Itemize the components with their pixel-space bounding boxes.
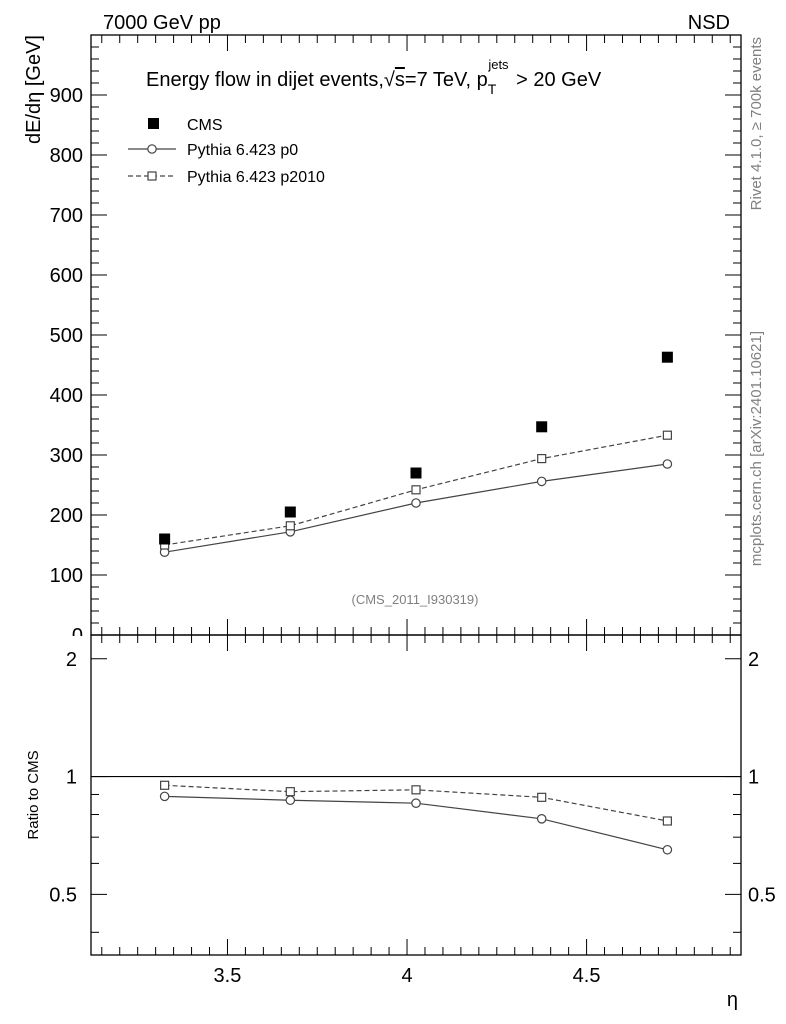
legend-label-p0: Pythia 6.423 p0	[187, 142, 298, 159]
ratio-y-axis-label: Ratio to CMS	[25, 750, 42, 839]
main-axis-ticks: 1002003004005006007008009000	[40, 34, 741, 656]
ratio-pythia-p0-point	[285, 795, 296, 806]
main-y-tick-label: 600	[50, 265, 83, 287]
ratio-pythia-p2010-point	[285, 787, 295, 797]
ratio-pythia-p0-point	[536, 813, 547, 824]
main-pythia-p2010-point	[537, 454, 547, 464]
main-cms-point	[410, 467, 422, 479]
ratio-y-tick-label-right: 0.5	[748, 884, 776, 906]
main-cms-point	[284, 506, 296, 518]
legend-label-p2010: Pythia 6.423 p2010	[187, 169, 325, 186]
ratio-x-tick-label: 3.5	[214, 965, 242, 987]
title-sqrt-symbol: √	[384, 69, 395, 91]
legend-marker-p2010	[147, 171, 157, 181]
main-cms-point	[159, 533, 171, 545]
ratio-pythia-p0-point	[662, 844, 673, 855]
main-pythia-p2010-point	[662, 430, 672, 440]
legend-label-cms: CMS	[187, 117, 223, 134]
main-y-tick-label: 500	[50, 325, 83, 347]
ratio-pythia-p0-point	[159, 791, 170, 802]
analysis-id: (CMS_2011_I930319)	[352, 592, 479, 607]
ratio-x-tick-label: 4	[401, 965, 412, 987]
main-y-tick-label: 900	[50, 85, 83, 107]
mcplots-credit-text: mcplots.cern.ch [arXiv:2401.10621]	[748, 331, 765, 566]
legend: CMS Pythia 6.423 p0 Pythia 6.423 p2010	[128, 117, 325, 186]
main-y-tick-label: 800	[50, 145, 83, 167]
ratio-y-tick-label-right: 2	[748, 649, 759, 671]
main-y-tick-label: 300	[50, 445, 83, 467]
zero-label-clip	[40, 636, 90, 656]
ratio-series-layer	[159, 780, 673, 855]
main-cms-point	[536, 421, 548, 433]
ratio-y-tick-label-left: 2	[66, 649, 77, 671]
title-sub: T	[488, 81, 497, 97]
main-series-layer	[159, 351, 673, 557]
title-cut: > 20 GeV	[511, 69, 602, 91]
ratio-pythia-p2010-point	[411, 785, 421, 795]
ratio-y-tick-label-right: 1	[748, 767, 759, 789]
title-sup: jets	[487, 57, 509, 72]
main-y-tick-label: 200	[50, 505, 83, 527]
ratio-y-tick-label-left: 0.5	[49, 884, 77, 906]
legend-marker-cms	[148, 118, 159, 129]
rivet-version-text: Rivet 4.1.0, ≥ 700k events	[748, 37, 765, 210]
header-right: NSD	[688, 12, 730, 34]
title-sqrt-arg: s	[395, 69, 405, 91]
ratio-pythia-p0-point	[411, 798, 421, 808]
main-pythia-p2010-point	[411, 485, 421, 495]
ratio-axis-ticks: 3.5 4 4.5 0.5 0.5 1 1 2 2	[49, 635, 776, 987]
ratio-pythia-p2010-point	[662, 816, 672, 826]
main-cms-point	[661, 351, 673, 363]
legend-marker-p0	[147, 144, 157, 154]
main-pythia-p0-point	[536, 476, 547, 487]
main-pythia-p2010-point	[285, 521, 295, 531]
plot-title: Energy flow in dijet events,√s=7 TeV, pT…	[146, 57, 602, 97]
main-y-tick-label: 400	[50, 385, 83, 407]
ratio-y-tick-label-left: 1	[66, 767, 77, 789]
ratio-pythia-p2010-point	[537, 792, 547, 802]
title-energy: =7 TeV, p	[405, 69, 488, 91]
main-pythia-p0-point	[662, 459, 673, 469]
title-main: Energy flow in dijet events,	[146, 69, 384, 91]
x-axis-label: η	[727, 989, 738, 1011]
header-left: 7000 GeV pp	[103, 12, 221, 34]
main-y-axis-label: dE/dη [GeV]	[23, 35, 45, 144]
ratio-plot-frame	[90, 634, 742, 956]
main-y-tick-label: 700	[50, 205, 83, 227]
ratio-pythia-p2010-point	[160, 780, 170, 790]
main-pythia-p0-point	[411, 498, 421, 508]
ratio-x-tick-label: 4.5	[573, 965, 601, 987]
main-y-tick-label: 100	[50, 565, 83, 587]
